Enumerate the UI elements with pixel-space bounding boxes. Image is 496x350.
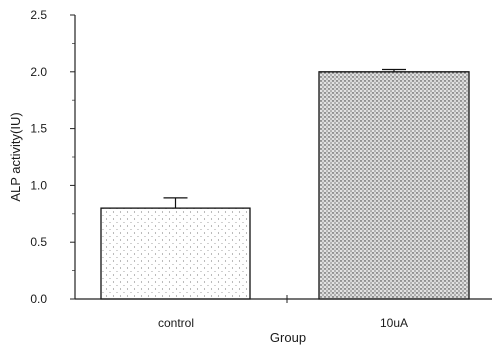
x-tick-label: control (158, 316, 194, 330)
y-tick-label: 2.5 (30, 8, 47, 22)
y-axis-title: ALP activity(IU) (8, 112, 23, 201)
bar-control (100, 207, 251, 300)
y-tick-label: 1.0 (30, 178, 47, 192)
x-axis-title: Group (270, 330, 306, 345)
y-tick-label: 1.5 (30, 122, 47, 136)
plot-area: 0.0 0.5 1.0 1.5 2.0 2.5 control 10uA (30, 8, 470, 330)
y-tick-label: 0.5 (30, 235, 47, 249)
bar-10ua (318, 71, 470, 300)
y-tick-label: 0.0 (30, 292, 47, 306)
y-tick-label: 2.0 (30, 65, 47, 79)
x-tick-label: 10uA (380, 316, 408, 330)
